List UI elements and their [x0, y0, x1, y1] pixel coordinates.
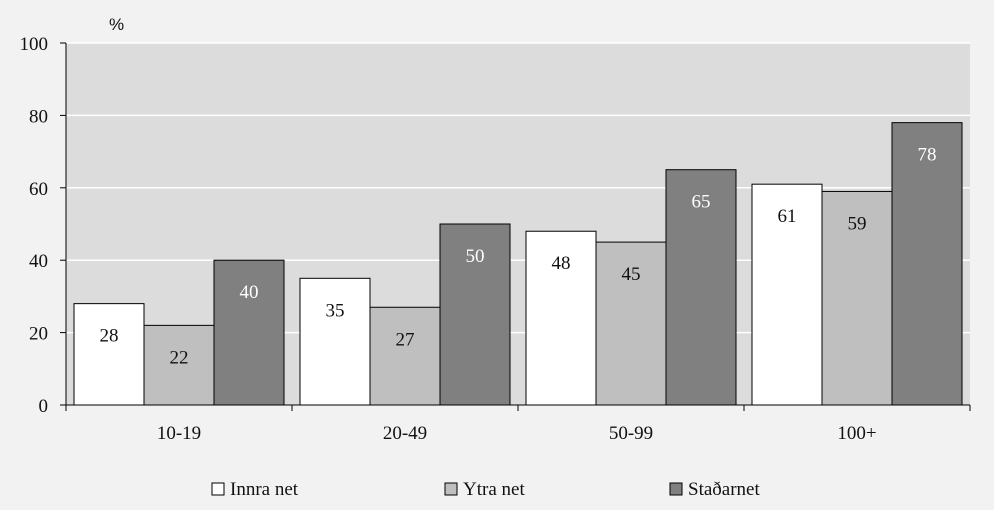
bar-2 — [369, 306, 441, 406]
data-label: 22 — [170, 347, 189, 368]
legend-label: Staðarnet — [688, 479, 760, 500]
data-label: 48 — [552, 253, 571, 274]
unit-label: % — [109, 15, 124, 34]
data-label: 35 — [326, 300, 345, 321]
axes: 0 20 40 60 80 100 10-19 20-49 50-99 100+ — [20, 34, 971, 444]
y-tick-label: 20 — [29, 324, 48, 345]
data-label: 65 — [692, 192, 711, 213]
y-tick-label: 100 — [20, 34, 49, 55]
bar-2 — [595, 241, 667, 406]
bar-3 — [213, 259, 285, 406]
bar-3 — [891, 122, 963, 406]
data-label: 59 — [848, 213, 867, 234]
data-label: 27 — [396, 329, 415, 350]
legend-swatch — [669, 482, 683, 496]
bar-1 — [73, 303, 145, 406]
x-tick-label: 100+ — [837, 423, 876, 444]
y-tick-label: 60 — [29, 179, 48, 200]
legend: Innra net Ytra net Staðarnet — [211, 479, 760, 500]
data-label: 28 — [100, 326, 119, 347]
legend-label: Ytra net — [463, 479, 525, 500]
bars: 28 22 40 35 27 50 48 45 65 61 59 78 — [73, 122, 963, 406]
bar-2 — [821, 190, 893, 406]
y-tick-label: 40 — [29, 251, 48, 272]
data-label: 78 — [918, 145, 937, 166]
data-label: 50 — [466, 246, 485, 267]
x-tick-label: 20-49 — [383, 423, 427, 444]
legend-swatch — [211, 482, 225, 496]
data-label: 61 — [778, 206, 797, 227]
data-label: 40 — [240, 282, 259, 303]
legend-swatch — [444, 482, 458, 496]
legend-label: Innra net — [230, 479, 299, 500]
bar-1 — [299, 277, 371, 406]
bar-3 — [439, 223, 511, 406]
bar-1 — [751, 183, 823, 406]
x-tick-label: 50-99 — [609, 423, 653, 444]
y-tick-label: 80 — [29, 106, 48, 127]
bar-1 — [525, 230, 597, 406]
data-label: 45 — [622, 264, 641, 285]
y-tick-label: 0 — [39, 396, 49, 417]
x-tick-label: 10-19 — [157, 423, 201, 444]
